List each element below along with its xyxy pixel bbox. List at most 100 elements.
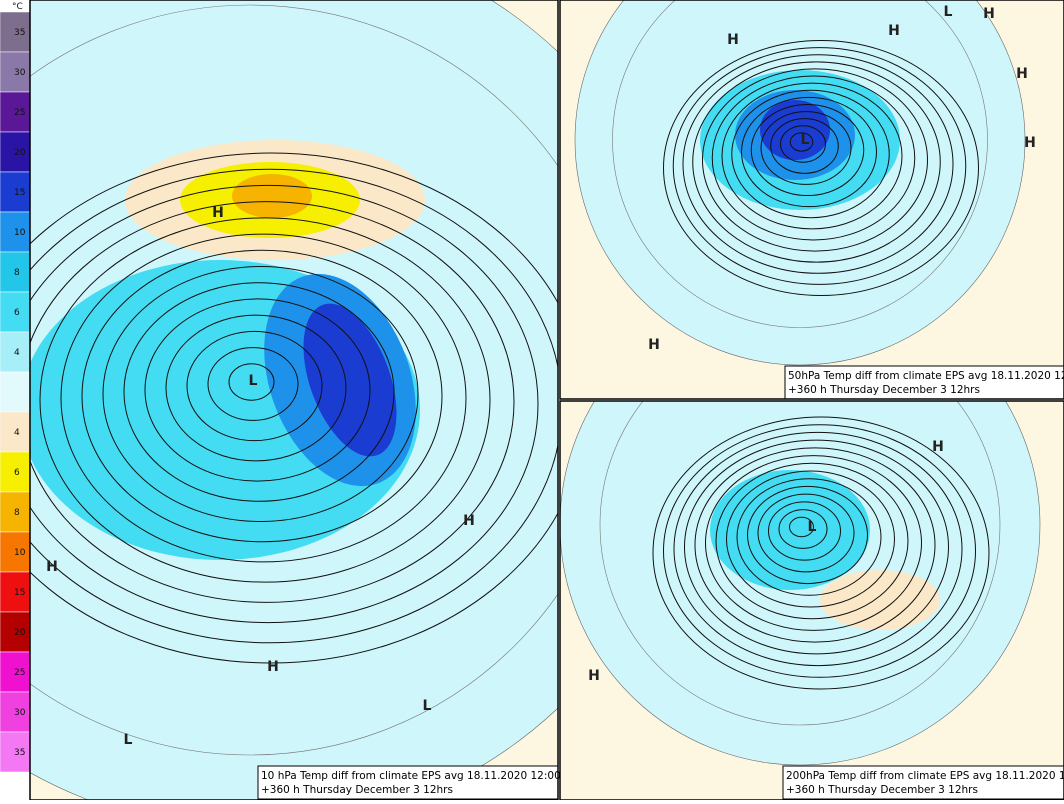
contour	[663, 424, 976, 678]
colorbar-label: 4	[14, 348, 20, 358]
colorbar-segment	[0, 611, 31, 653]
pressure-label: H	[983, 6, 995, 22]
colorbar-label: 15	[14, 188, 25, 198]
contour	[186, 330, 323, 442]
contour	[692, 61, 941, 263]
colorbar-label: 4	[14, 428, 20, 438]
colorbar-label: 6	[14, 468, 20, 478]
contour	[228, 363, 275, 401]
contour	[778, 509, 828, 549]
caption-box	[782, 765, 1064, 800]
contour	[652, 416, 990, 690]
contour	[30, 184, 539, 624]
colorbar-segment	[0, 291, 31, 333]
colorbar-label: 8	[14, 268, 20, 278]
colorbar-label: 25	[14, 668, 25, 678]
colorbar-unit: °C	[12, 2, 23, 12]
map-panel: H L H H H L L	[30, 0, 558, 800]
caption-box	[257, 765, 559, 800]
colorbar-label: 10	[14, 228, 26, 238]
contour	[60, 233, 467, 563]
colorbar-label: 20	[14, 148, 26, 158]
contour	[682, 54, 954, 274]
caption-line: 10 hPa Temp diff from climate EPS avg 18…	[261, 770, 561, 782]
colorbar-label: 20	[14, 628, 26, 638]
colorbar-label: 8	[14, 508, 20, 518]
pressure-label: L	[124, 732, 133, 748]
colorbar-label: 6	[14, 308, 20, 318]
contour	[30, 152, 558, 664]
pressure-label: H	[1024, 135, 1036, 151]
contour	[672, 47, 967, 285]
pressure-label: H	[267, 659, 279, 675]
colorbar-segment	[0, 531, 31, 573]
pressure-label: H	[888, 23, 900, 39]
caption-line: 50hPa Temp diff from climate EPS avg 18.…	[788, 370, 1064, 382]
pressure-label: L	[423, 698, 432, 714]
contour	[39, 217, 491, 583]
contour	[30, 201, 515, 603]
colorbar-segment	[0, 411, 31, 453]
contour	[684, 439, 949, 655]
colorbar-segment	[0, 11, 31, 53]
colorbar-label: 10	[14, 548, 26, 558]
warm-anomaly	[820, 570, 940, 630]
contour	[81, 249, 443, 543]
contour	[711, 75, 916, 241]
warm-anomaly	[232, 174, 312, 218]
contour	[750, 103, 865, 197]
pressure-label: H	[463, 513, 475, 529]
contour	[721, 82, 903, 230]
contour	[102, 266, 419, 522]
contour	[747, 485, 868, 585]
contour	[736, 478, 882, 596]
pressure-label: H	[588, 668, 600, 684]
contour	[705, 455, 922, 631]
colorbar-segment	[0, 371, 31, 413]
pressure-label: L	[249, 373, 258, 389]
pressure-label: L	[944, 4, 953, 20]
pressure-label: H	[46, 559, 58, 575]
colorbar-segment	[0, 491, 31, 533]
map-panel: L H H	[560, 401, 1064, 800]
contour	[731, 89, 890, 219]
pressure-label: H	[932, 439, 944, 455]
caption-line: +360 h Thursday December 3 12hrs	[788, 384, 980, 396]
contour	[760, 111, 852, 185]
pressure-label: H	[727, 32, 739, 48]
colorbar-label: 15	[14, 588, 25, 598]
contour	[673, 431, 963, 667]
colorbar-label: 25	[14, 108, 25, 118]
pressure-label: H	[648, 337, 660, 353]
colorbar-segment	[0, 571, 31, 613]
latitude-circle	[30, 4, 558, 756]
contour	[123, 282, 395, 502]
caption-line: 200hPa Temp diff from climate EPS avg 18…	[786, 770, 1064, 782]
contour	[207, 347, 299, 421]
colorbar-segment	[0, 731, 31, 773]
cold-anomaly	[760, 100, 830, 160]
panel-border	[559, 0, 1064, 400]
contour	[694, 447, 936, 643]
contour	[702, 68, 928, 252]
pressure-label: L	[808, 519, 817, 535]
colorbar-label: 30	[14, 68, 26, 78]
contour	[715, 462, 909, 620]
colorbar-label: 35	[14, 748, 25, 758]
pressure-label: H	[212, 205, 224, 221]
colorbar-label: 30	[14, 708, 26, 718]
contour	[789, 516, 814, 538]
contour	[726, 470, 895, 608]
colorbar-segment	[0, 91, 31, 133]
colorbar-label: 35	[14, 28, 25, 38]
pressure-label: H	[1016, 66, 1028, 82]
latitude-circle	[612, 0, 988, 328]
contour	[770, 118, 839, 174]
caption-line: +360 h Thursday December 3 12hrs	[786, 784, 978, 796]
map-panel: H L H H L H H H	[560, 0, 1064, 399]
contour	[741, 96, 877, 208]
contour	[757, 493, 855, 573]
contour	[780, 125, 826, 163]
contour	[144, 298, 371, 482]
contour	[663, 40, 979, 296]
